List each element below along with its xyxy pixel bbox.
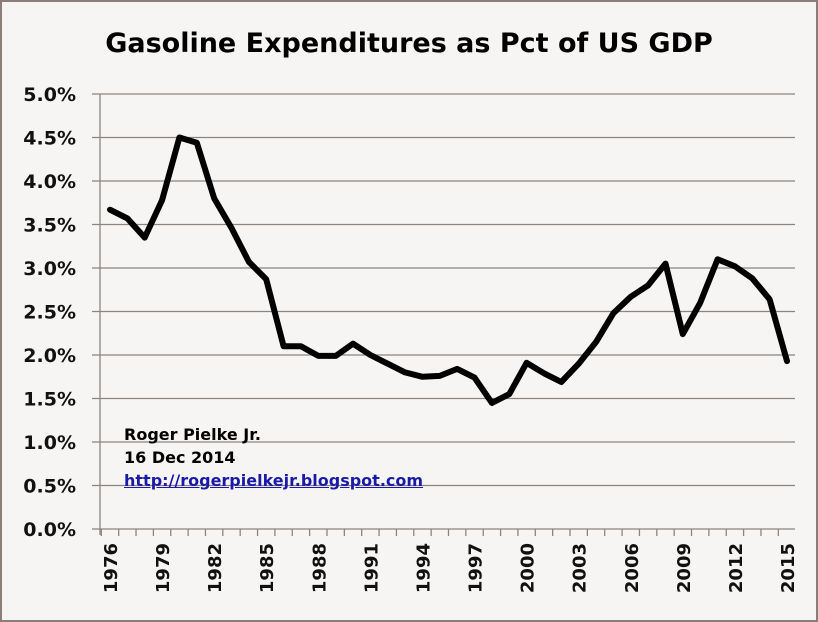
series-layer bbox=[107, 134, 790, 406]
y-tick-label: 4.0% bbox=[23, 171, 76, 193]
annotation-date: 16 Dec 2014 bbox=[124, 448, 236, 467]
x-axis-tick-labels: 1976 1979 1982 1985 1988 1991 1994 1997 2000 2003… bbox=[101, 543, 799, 593]
y-tick-label: 1.0% bbox=[23, 432, 76, 454]
y-tick-label: 2.0% bbox=[23, 345, 76, 367]
y-tick-label: 5.0% bbox=[23, 84, 76, 106]
x-tick-label: 2015 bbox=[778, 543, 799, 593]
x-tick-label: 2003 bbox=[570, 543, 591, 593]
x-tick-label: 2000 bbox=[518, 543, 539, 593]
x-tick-label: 1991 bbox=[361, 543, 382, 593]
x-tick-label: 1994 bbox=[413, 543, 434, 593]
author-annotation: Roger Pielke Jr. 16 Dec 2014 http://roge… bbox=[124, 423, 423, 492]
x-tick-label: 2012 bbox=[726, 543, 747, 593]
x-tick-label: 1985 bbox=[257, 543, 278, 593]
y-tick-label: 2.5% bbox=[23, 302, 76, 324]
series-line bbox=[107, 134, 790, 406]
chart-title: Gasoline Expenditures as Pct of US GDP bbox=[105, 28, 713, 59]
author-name: Roger Pielke Jr. bbox=[124, 425, 261, 444]
x-tick-label: 1988 bbox=[309, 543, 330, 593]
x-tick-label: 1982 bbox=[205, 543, 226, 593]
x-tick-label: 2006 bbox=[622, 543, 643, 593]
y-tick-label: 3.5% bbox=[23, 215, 76, 237]
blog-link[interactable]: http://rogerpielkejr.blogspot.com bbox=[124, 471, 424, 490]
x-tick-label: 1976 bbox=[101, 543, 122, 593]
y-axis-tick-labels: 0.0% 0.5% 1.0% 1.5% 2.0% 2.5% 3.0% 3.5% 4.0% 4.5%… bbox=[23, 84, 76, 541]
x-tick-label: 2009 bbox=[674, 543, 695, 593]
y-tick-label: 1.5% bbox=[23, 389, 76, 411]
y-tick-label: 0.0% bbox=[23, 519, 76, 541]
y-tick-label: 4.5% bbox=[23, 128, 76, 150]
x-tick-label: 1997 bbox=[466, 543, 487, 593]
y-tick-label: 3.0% bbox=[23, 258, 76, 280]
x-tick-label: 1979 bbox=[153, 543, 174, 593]
axes bbox=[99, 94, 795, 536]
y-tick-label: 0.5% bbox=[23, 476, 76, 498]
